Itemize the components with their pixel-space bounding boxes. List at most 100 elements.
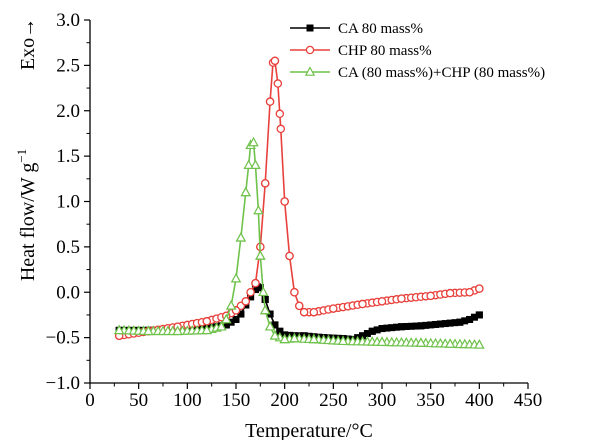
data-point [269,330,281,340]
series-layer [113,56,485,349]
data-point [470,313,478,321]
x-tick-label: 100 [173,390,202,411]
data-point [227,318,235,326]
data-point [259,304,271,315]
legend-item-2: CHP 80 mass% [290,43,432,59]
x-tick-label: 350 [416,390,445,411]
data-point [299,307,309,317]
data-point [225,300,237,310]
data-point [422,321,430,329]
data-point [308,333,320,344]
data-point [451,319,459,327]
data-point [337,335,349,346]
data-point [280,197,289,206]
data-point [276,327,284,335]
data-point [258,286,269,297]
x-tick-label: 150 [222,390,251,411]
x-tick-label: 450 [514,390,543,411]
data-point [388,324,396,332]
data-point [232,315,240,323]
data-point [415,337,427,347]
data-point [427,321,435,329]
data-point [426,291,435,301]
data-point [222,321,230,329]
data-point [445,288,455,298]
y-tick-label: 1.0 [56,192,80,213]
data-point [465,287,474,297]
data-point [358,299,367,309]
data-point [261,296,269,304]
data-point [271,321,279,329]
data-point [397,294,406,303]
data-point [255,250,266,260]
data-point [290,287,299,297]
data-point [256,284,264,292]
x-tick-label: 0 [85,390,95,411]
data-point [436,320,444,328]
data-point [377,297,387,306]
y-tick-label: 0.5 [56,237,80,258]
data-point [275,109,285,119]
legend: CA 80 mass% CHP 80 mass% CA (80 mass%)+CHP… [290,21,545,81]
data-point [363,330,371,338]
data-point [264,320,276,331]
data-point [260,179,270,188]
y-tick-label: 1.5 [56,146,80,167]
x-tick-label: 200 [270,390,299,411]
data-point [202,317,212,326]
data-point [474,339,485,349]
data-point [407,322,415,330]
data-point [412,322,420,330]
data-point [143,325,154,336]
y-tick-label: −0.5 [46,328,80,349]
data-point [359,332,367,340]
data-point [279,333,290,344]
y-tick-label: 3.0 [56,10,80,31]
legend-marker [304,66,316,76]
data-point [265,97,275,106]
data-point [475,311,483,319]
data-point [246,287,255,297]
data-point [432,320,440,328]
data-point [113,324,125,335]
data-point [309,307,319,317]
data-point [241,297,250,306]
legend-item-1: CA 80 mass% [290,21,423,37]
data-point [397,323,405,331]
legend-label: CA 80 mass% [338,21,423,37]
data-point [441,320,449,328]
data-point [248,136,259,147]
x-tick-label: 50 [129,390,148,411]
y-tick-label: 2.0 [56,101,80,122]
data-point [378,325,386,333]
data-point [461,317,469,325]
data-point [466,315,474,323]
legend-marker [306,24,314,32]
data-point [201,324,213,335]
data-point [230,272,242,283]
data-point [216,320,227,331]
x-tick-label: 300 [368,390,397,411]
data-point [235,232,247,242]
data-point [253,204,264,215]
exo-label: Exo→ [17,18,39,70]
data-point [295,301,304,311]
data-point [475,284,484,293]
y-tick-label: −1.0 [46,373,80,394]
data-point [276,124,286,134]
data-point [247,293,255,301]
x-axis-title: Temperature/°C [245,420,373,440]
x-tick-label: 400 [465,390,494,411]
axes: 0 50 100 150 200 250 300 350 400 450 −1.0 −0.5 0.0 0.… [46,10,543,411]
series-line [119,140,480,346]
data-point [383,324,391,332]
y-axis-title: Heat flow/W g−1 [14,149,39,281]
data-point [417,322,425,330]
y-tick-label: 2.5 [56,55,80,76]
data-point [376,336,388,346]
series-3 [113,136,485,349]
legend-item-3: CA (80 mass%)+CHP (80 mass%) [290,65,545,81]
data-point [393,323,401,331]
data-point [444,338,456,348]
